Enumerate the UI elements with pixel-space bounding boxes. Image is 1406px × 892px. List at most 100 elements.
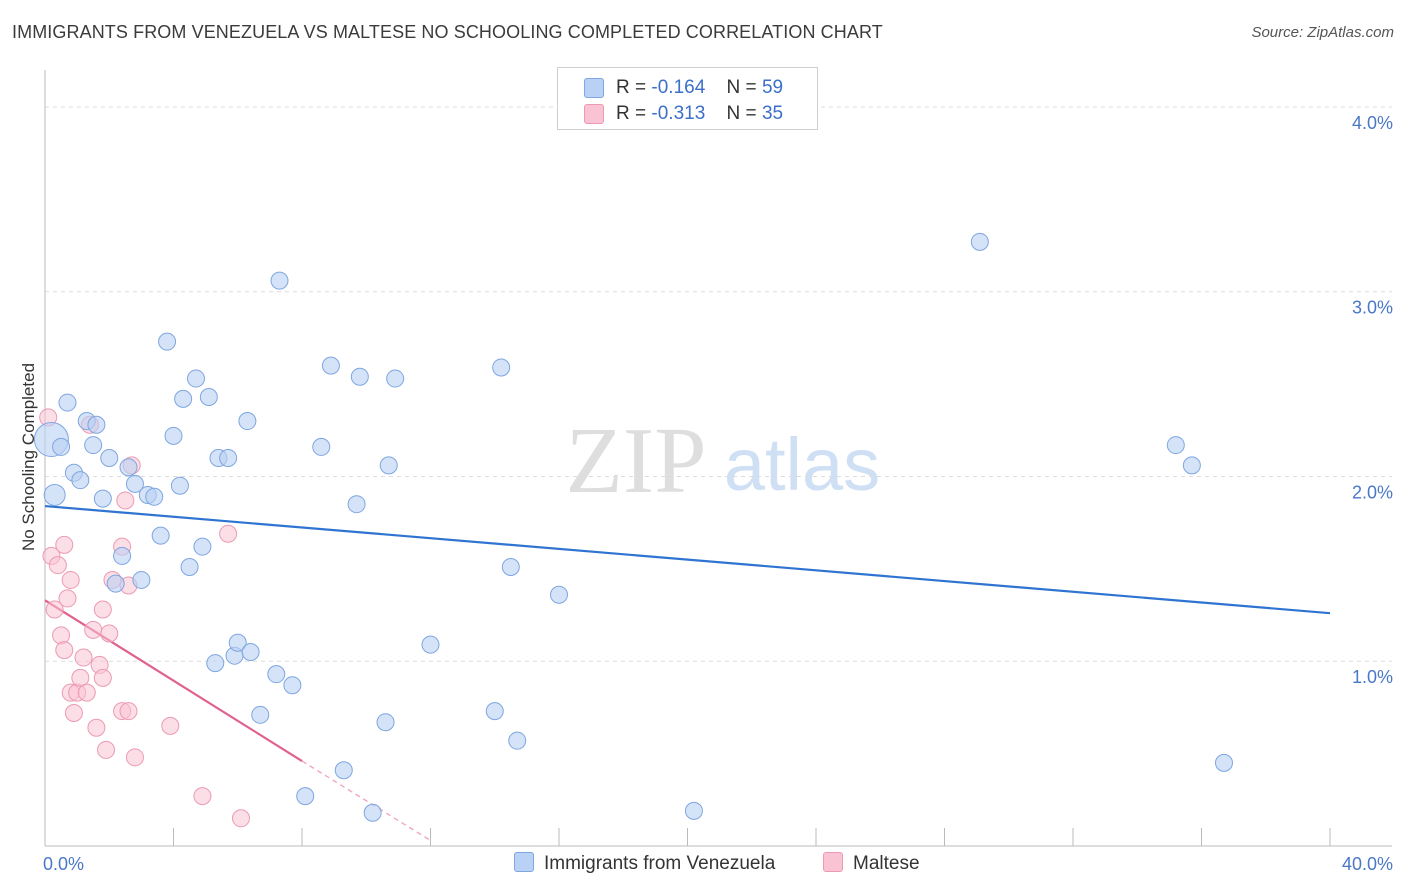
watermark-zip: ZIP (566, 409, 707, 513)
venezuela-point (379, 456, 398, 475)
venezuela-point (206, 654, 225, 673)
y-tick-label: 2.0% (1352, 482, 1393, 502)
maltese-point (52, 626, 71, 645)
venezuela-point (170, 476, 189, 495)
x-tick-label: 0.0% (43, 854, 84, 874)
venezuela-point (283, 676, 302, 695)
venezuela-point (485, 702, 504, 721)
venezuela-point (132, 570, 151, 589)
maltese-point (219, 524, 238, 543)
venezuela-point (312, 437, 331, 456)
venezuela-point (334, 761, 353, 780)
maltese-point (116, 491, 135, 510)
x-tick-label: 40.0% (1342, 854, 1393, 874)
venezuela-point (87, 415, 106, 434)
venezuela-point (508, 731, 527, 750)
maltese-point (119, 702, 138, 721)
y-axis-title: No Schooling Completed (19, 363, 38, 551)
venezuela-point (199, 388, 218, 407)
venezuela-point (93, 489, 112, 508)
y-tick-label: 4.0% (1352, 113, 1393, 133)
maltese-point (97, 740, 116, 759)
chart-source: Source: ZipAtlas.com (1251, 24, 1394, 41)
legend-n-value: 59 (761, 77, 784, 98)
venezuela-point (363, 803, 382, 822)
maltese-point (74, 648, 93, 667)
bottom-legend-label: Maltese (853, 853, 920, 874)
venezuela-point (71, 471, 90, 490)
bottom-legend-swatch-pink (823, 852, 843, 872)
venezuela-point (193, 537, 212, 556)
chart-title: IMMIGRANTS FROM VENEZUELA VS MALTESE NO … (12, 22, 883, 42)
y-tick-label: 3.0% (1352, 298, 1393, 318)
maltese-point (64, 703, 83, 722)
legend-n-label: N = (726, 103, 757, 124)
venezuela-point (238, 412, 257, 431)
maltese-point (77, 683, 96, 702)
watermark: ZIP atlas (566, 409, 881, 513)
venezuela-point (164, 426, 183, 445)
legend-r-value: -0.313 (651, 103, 706, 124)
venezuela-point (119, 458, 138, 477)
legend-swatch-blue (584, 78, 604, 98)
venezuela-point (52, 437, 71, 456)
venezuela-point (113, 546, 132, 565)
bottom-legend-maltese: Maltese (823, 852, 920, 875)
venezuela-point (43, 483, 66, 506)
venezuela-point (350, 367, 369, 386)
legend-n-value: 35 (761, 103, 784, 124)
legend-swatch-pink (584, 104, 604, 124)
bottom-legend-venezuela: Immigrants from Venezuela (514, 852, 775, 875)
data-points (33, 232, 1233, 828)
venezuela-point (180, 558, 199, 577)
maltese-point (55, 535, 74, 554)
venezuela-point (421, 635, 440, 654)
maltese-point (125, 748, 144, 767)
venezuela-point (267, 665, 286, 684)
axis-labels: 1.0% 2.0% 3.0% 4.0% 0.0% 40.0% No Schooling Co… (19, 113, 1393, 874)
maltese-point (55, 641, 74, 660)
trendline-maltese-extension (301, 760, 431, 842)
venezuela-point (219, 449, 238, 467)
venezuela-point (58, 393, 77, 412)
axes (44, 70, 1392, 847)
maltese-point (58, 589, 77, 608)
venezuela-point (376, 713, 395, 732)
venezuela-point (100, 449, 119, 467)
bottom-legend-label: Immigrants from Venezuela (544, 853, 776, 874)
venezuela-point (321, 356, 340, 375)
venezuela-point (84, 436, 103, 455)
venezuela-point (501, 558, 520, 577)
maltese-point (100, 624, 119, 643)
maltese-point (161, 716, 180, 735)
y-tick-label: 1.0% (1352, 667, 1393, 687)
trendline-venezuela (44, 504, 1331, 615)
legend-r-value: -0.164 (651, 77, 706, 98)
venezuela-point (550, 585, 568, 604)
maltese-point (87, 718, 106, 737)
trendlines (44, 504, 1331, 842)
maltese-point (48, 556, 67, 575)
maltese-point (61, 570, 80, 589)
venezuela-point (174, 389, 193, 408)
venezuela-point (186, 369, 205, 388)
venezuela-point (1182, 456, 1201, 475)
venezuela-point (970, 232, 989, 251)
correlation-legend: R = -0.164 N = 59 R = -0.313 N = 35 (557, 67, 818, 130)
venezuela-point (684, 801, 703, 820)
venezuela-point (1166, 436, 1185, 455)
venezuela-point (125, 474, 144, 493)
venezuela-point (251, 705, 270, 724)
legend-n-label: N = (726, 77, 757, 98)
legend-r-label: R = (616, 77, 647, 98)
venezuela-point (106, 574, 125, 593)
venezuela-point (241, 643, 260, 661)
venezuela-point (296, 787, 315, 806)
venezuela-point (145, 487, 164, 506)
maltese-point (93, 668, 112, 687)
venezuela-point (270, 271, 289, 290)
legend-r-label: R = (616, 103, 647, 124)
venezuela-point (1214, 753, 1233, 772)
venezuela-point (158, 332, 177, 351)
